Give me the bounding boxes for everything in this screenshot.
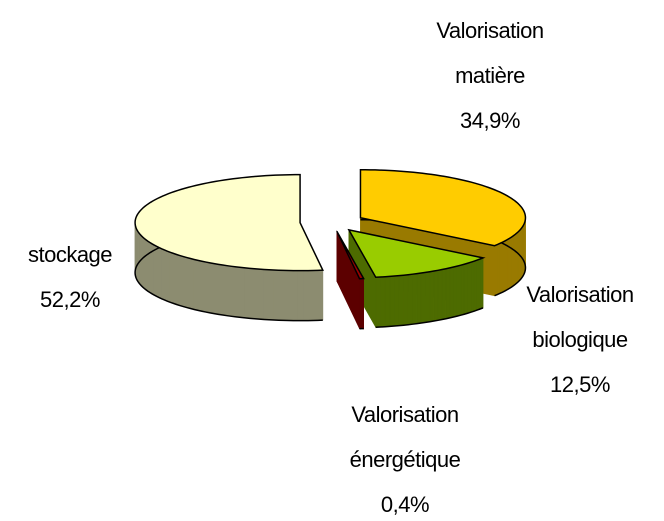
- slice-wall: [412, 273, 418, 325]
- slice-wall: [317, 269, 324, 321]
- slice-wall: [449, 266, 454, 319]
- slice-wall: [197, 259, 203, 312]
- slice-wall: [479, 257, 484, 310]
- slice-wall: [186, 257, 191, 309]
- slice-wall: [312, 270, 319, 321]
- slice-label: Valorisation énergétique 0,4%: [320, 392, 490, 521]
- slice-wall: [273, 269, 279, 321]
- slice-wall: [375, 276, 381, 328]
- slice-wall: [259, 268, 265, 320]
- slice: [134, 173, 324, 272]
- slice-wall: [179, 255, 184, 307]
- slice-wall: [425, 271, 431, 323]
- slice-wall: [460, 263, 465, 316]
- value-label: 0,4%: [380, 492, 430, 517]
- slice-wall: [193, 259, 199, 311]
- slice: [359, 168, 527, 247]
- slice-wall: [467, 261, 472, 314]
- slice-wall: [176, 254, 181, 306]
- value-label: 12,5%: [550, 372, 610, 397]
- slice-wall: [278, 269, 284, 321]
- slice-wall: [231, 265, 237, 318]
- slice-wall: [407, 273, 413, 326]
- slice-wall: [263, 269, 270, 321]
- slice-wall: [158, 247, 162, 300]
- slice-wall: [420, 272, 426, 324]
- slice-wall: [307, 270, 314, 321]
- slice-wall: [169, 251, 174, 304]
- slice-wall: [470, 260, 475, 313]
- slice-edge: [375, 307, 484, 329]
- slice-wall: [398, 274, 404, 326]
- slice-wall: [209, 262, 215, 314]
- slice-wall: [437, 269, 443, 321]
- value-label: 34,9%: [460, 108, 520, 133]
- slice-wall: [384, 276, 391, 328]
- slice-wall: [380, 276, 386, 328]
- slice-wall: [205, 261, 211, 314]
- category-label: Valorisation énergétique: [349, 402, 461, 472]
- slice-wall: [268, 269, 275, 321]
- slice-wall: [445, 267, 451, 320]
- value-label: 52,2%: [40, 287, 100, 312]
- slice-wall: [403, 274, 409, 326]
- slice-wall: [302, 270, 309, 321]
- slice-wall: [463, 262, 468, 315]
- slice-wall: [167, 250, 171, 303]
- slice-wall: [453, 265, 458, 318]
- slice-wall: [416, 272, 422, 324]
- slice-wall: [222, 264, 228, 317]
- slice-wall: [456, 264, 462, 317]
- slice-wall: [235, 266, 241, 318]
- slice-wall: [244, 267, 251, 319]
- slice-wall: [297, 270, 304, 321]
- category-label: Valorisation biologique: [526, 282, 634, 352]
- slice-label: stockage 52,2%: [0, 232, 155, 322]
- slice-wall: [473, 259, 478, 312]
- slice-wall: [213, 263, 219, 315]
- slice-wall: [293, 270, 299, 321]
- slice-wall: [359, 278, 362, 330]
- slice-wall: [249, 268, 255, 320]
- slice-label: Valorisation biologique 12,5%: [495, 272, 664, 407]
- slice-wall: [226, 265, 232, 317]
- slice-wall: [240, 267, 246, 319]
- slice-wall: [254, 268, 260, 320]
- slice-wall: [361, 278, 364, 329]
- slice: [336, 230, 365, 280]
- slice-wall: [389, 275, 395, 327]
- slice-wall: [288, 270, 294, 321]
- slice-wall: [164, 249, 168, 302]
- slice-wall: [433, 269, 439, 322]
- category-label: Valorisation matière: [436, 18, 544, 88]
- slice-wall: [218, 264, 224, 316]
- slice-wall: [429, 270, 435, 323]
- slice-label: Valorisation matière 34,9%: [405, 8, 575, 143]
- slice-wall: [183, 256, 188, 308]
- slice-wall: [201, 260, 207, 313]
- slice-wall: [173, 252, 177, 305]
- slice-wall: [441, 268, 447, 320]
- slice-wall: [161, 248, 165, 301]
- slice-wall: [283, 270, 289, 321]
- category-label: stockage: [27, 242, 113, 267]
- slice: [347, 228, 486, 279]
- slice-wall: [156, 245, 160, 299]
- slice-wall: [394, 275, 400, 327]
- slice-wall: [476, 258, 481, 311]
- slice-wall: [190, 258, 195, 310]
